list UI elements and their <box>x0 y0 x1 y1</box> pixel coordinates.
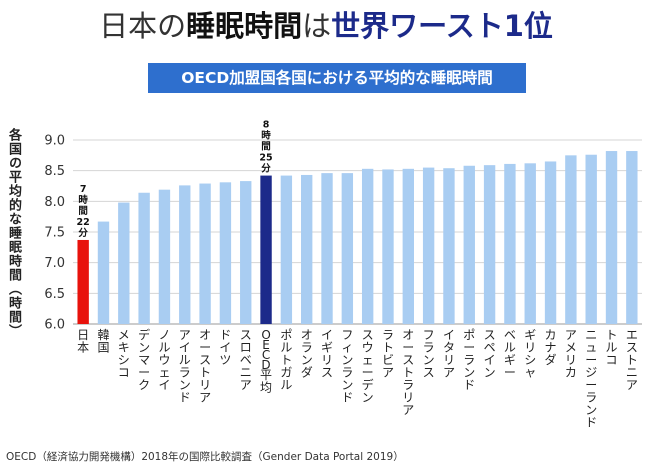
x-tick-label: イタリア <box>443 328 455 380</box>
bar <box>504 163 516 324</box>
y-tick-label: 6.5 <box>44 287 65 302</box>
bar <box>443 168 455 324</box>
x-tick-label: O E C D 平均 <box>260 328 272 395</box>
bar <box>483 165 496 324</box>
bar <box>524 163 536 324</box>
y-tick-label: 9.0 <box>44 134 65 149</box>
bar <box>240 181 252 324</box>
x-tick-label: オランダ <box>301 328 313 380</box>
x-tick-label: ポルトガル <box>280 328 292 392</box>
headline: 日本の睡眠時間は世界ワースト1位 <box>0 6 652 46</box>
bar <box>179 185 191 324</box>
y-axis-label: 各国の平均的な睡眠時間（時間） <box>6 128 21 338</box>
x-tick-label: イギリス <box>321 328 333 380</box>
bar-annotation: 7 時間 22 分 <box>77 184 90 239</box>
bar <box>463 165 475 324</box>
headline-part-4: 世界ワースト1位 <box>331 9 553 43</box>
headline-part-1: 日本の <box>99 9 187 43</box>
x-tick-label: カナダ <box>545 328 557 367</box>
x-tick-label: メキシコ <box>118 328 130 380</box>
x-tick-label: ドイツ <box>219 328 231 367</box>
bar <box>260 175 272 324</box>
headline-part-3: は <box>302 9 332 43</box>
x-tick-label: ニュージーランド <box>585 328 597 430</box>
x-tick-label: スウェーデン <box>362 328 374 405</box>
bar <box>77 239 89 324</box>
x-tick-label: ノルウェイ <box>158 328 170 392</box>
bar <box>382 169 394 324</box>
x-tick-label: ベルギー <box>504 328 516 380</box>
x-tick-label: ポーランド <box>463 328 475 392</box>
x-tick-label: ラトビア <box>382 328 394 380</box>
bar <box>280 175 293 324</box>
bar <box>565 155 577 324</box>
bar <box>605 151 618 324</box>
x-tick-label: アイルランド <box>179 328 191 405</box>
y-tick-label: 7.5 <box>44 226 65 241</box>
x-tick-label: フランス <box>423 328 435 380</box>
x-tick-label: オーストリア <box>199 328 211 405</box>
bar <box>402 168 414 324</box>
bar <box>301 174 313 324</box>
bar <box>97 221 110 324</box>
bar <box>585 154 597 324</box>
bar <box>118 202 130 324</box>
x-tick-label: 日本 <box>77 328 89 355</box>
bar <box>361 168 374 324</box>
x-tick-label: アメリカ <box>565 328 577 380</box>
x-tick-label: 韓国 <box>97 328 109 355</box>
bar <box>321 173 333 324</box>
bar <box>544 161 557 324</box>
x-tick-label: スロベニア <box>240 328 252 392</box>
bar <box>138 192 150 324</box>
bar <box>626 151 638 324</box>
x-tick-label: オーストラリア <box>402 328 414 417</box>
x-tick-label: エストニア <box>626 328 638 392</box>
y-tick-label: 7.0 <box>44 256 65 271</box>
subtitle-banner: OECD加盟国各国における平均的な睡眠時間 <box>148 63 526 93</box>
x-tick-label: ギリシャ <box>524 328 536 380</box>
y-tick-label: 8.0 <box>44 195 65 210</box>
bar <box>219 182 232 324</box>
headline-part-2: 睡眠時間 <box>186 9 303 43</box>
bar <box>158 189 171 324</box>
bar-annotation: 8 時間 25 分 <box>259 120 272 175</box>
x-tick-label: トルコ <box>606 328 618 367</box>
bar <box>422 167 435 324</box>
source-note: OECD（経済協力開発機構）2018年の国際比較調査（Gender Data P… <box>6 451 404 463</box>
x-tick-label: スペイン <box>484 328 496 380</box>
x-tick-label: デンマーク <box>138 327 150 392</box>
x-tick-label: フィンランド <box>341 328 353 405</box>
bar <box>199 183 211 324</box>
y-tick-label: 8.5 <box>44 164 65 179</box>
bar <box>341 173 354 324</box>
y-tick-label: 6.0 <box>44 318 65 333</box>
